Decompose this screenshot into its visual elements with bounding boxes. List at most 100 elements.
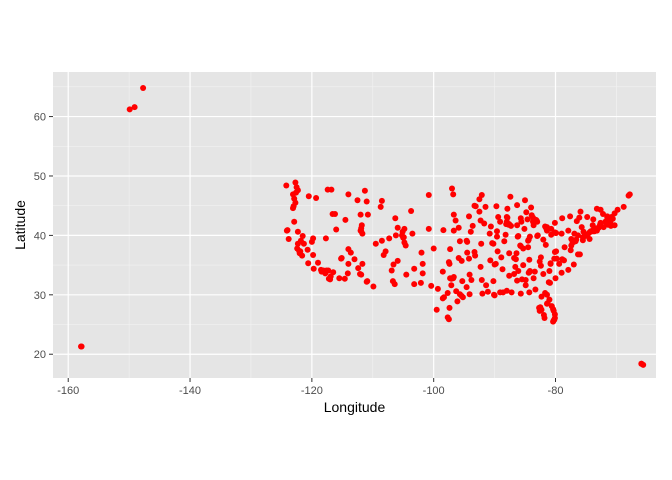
data-point	[403, 271, 410, 278]
data-point	[370, 283, 377, 290]
x-axis-title: Longitude	[324, 399, 386, 415]
data-point	[552, 275, 559, 282]
data-point	[329, 211, 336, 217]
data-point	[584, 231, 591, 238]
y-tick-label: 40	[34, 230, 46, 242]
data-point	[140, 85, 147, 91]
data-point	[506, 272, 513, 279]
data-point	[364, 211, 371, 218]
y-axis-title: Latitude	[12, 200, 28, 250]
data-point	[541, 315, 548, 321]
data-point	[450, 191, 457, 198]
data-point	[517, 290, 524, 297]
data-point	[491, 292, 498, 299]
data-point	[578, 224, 585, 231]
data-point	[391, 281, 398, 288]
data-point	[526, 256, 533, 263]
data-point	[425, 225, 432, 232]
data-point	[573, 218, 580, 225]
data-point	[517, 215, 524, 222]
data-point	[584, 214, 591, 220]
data-point	[521, 225, 528, 232]
data-point	[456, 291, 463, 298]
data-point	[338, 255, 345, 262]
data-point	[501, 238, 508, 245]
x-tick-label: -120	[301, 385, 323, 397]
data-point	[363, 198, 370, 205]
data-point	[626, 191, 633, 198]
data-point	[394, 257, 401, 264]
data-point	[357, 211, 364, 218]
data-point	[377, 203, 384, 210]
data-point	[495, 214, 502, 220]
data-point	[341, 275, 348, 282]
data-point	[305, 193, 312, 200]
data-point	[592, 225, 599, 232]
data-point	[283, 182, 290, 189]
data-point	[476, 196, 483, 203]
data-point	[576, 251, 583, 258]
data-point	[299, 252, 306, 259]
data-point	[522, 197, 528, 204]
data-point	[513, 250, 520, 257]
data-point	[351, 256, 358, 263]
data-point	[492, 260, 499, 267]
data-point	[546, 296, 553, 303]
data-point	[450, 227, 457, 234]
data-point	[614, 206, 621, 213]
data-point	[294, 240, 301, 247]
data-point	[444, 290, 451, 296]
data-point	[345, 191, 352, 198]
data-point	[408, 208, 415, 214]
data-point	[466, 271, 473, 278]
data-point	[300, 240, 307, 247]
data-point	[126, 106, 133, 113]
data-point	[565, 266, 572, 273]
data-points	[78, 85, 647, 368]
data-point	[547, 260, 554, 267]
data-point	[498, 254, 505, 261]
data-point	[542, 241, 549, 248]
data-point	[514, 202, 521, 209]
data-point	[568, 242, 575, 249]
data-point	[530, 275, 537, 282]
data-point	[466, 213, 472, 220]
data-point	[551, 219, 558, 226]
data-point	[553, 255, 560, 262]
data-point	[361, 187, 368, 194]
data-point	[525, 244, 532, 251]
data-point	[411, 281, 418, 288]
data-point	[449, 185, 455, 192]
data-point	[494, 233, 500, 240]
data-point	[463, 284, 470, 291]
x-tick-label: -140	[179, 385, 201, 397]
data-point	[372, 240, 379, 247]
data-point	[347, 249, 354, 256]
data-point	[472, 252, 479, 259]
data-point	[479, 290, 486, 297]
data-point	[378, 237, 385, 244]
data-point	[327, 273, 334, 280]
data-point	[472, 203, 479, 210]
data-point	[448, 282, 455, 289]
data-point	[523, 209, 530, 216]
data-point	[459, 278, 466, 285]
data-point	[390, 261, 397, 268]
data-point	[425, 192, 432, 198]
data-point	[291, 218, 298, 225]
data-point	[446, 304, 453, 311]
data-point	[544, 227, 550, 234]
y-tick-label: 30	[34, 290, 46, 302]
data-point	[493, 203, 500, 210]
data-point	[550, 307, 557, 314]
data-point	[524, 216, 531, 223]
data-point	[502, 231, 509, 238]
data-point	[292, 179, 299, 186]
data-point	[294, 228, 301, 235]
data-point	[489, 240, 496, 247]
data-point	[556, 260, 563, 267]
data-point	[506, 250, 513, 257]
data-point	[567, 247, 574, 254]
data-point	[540, 271, 547, 277]
